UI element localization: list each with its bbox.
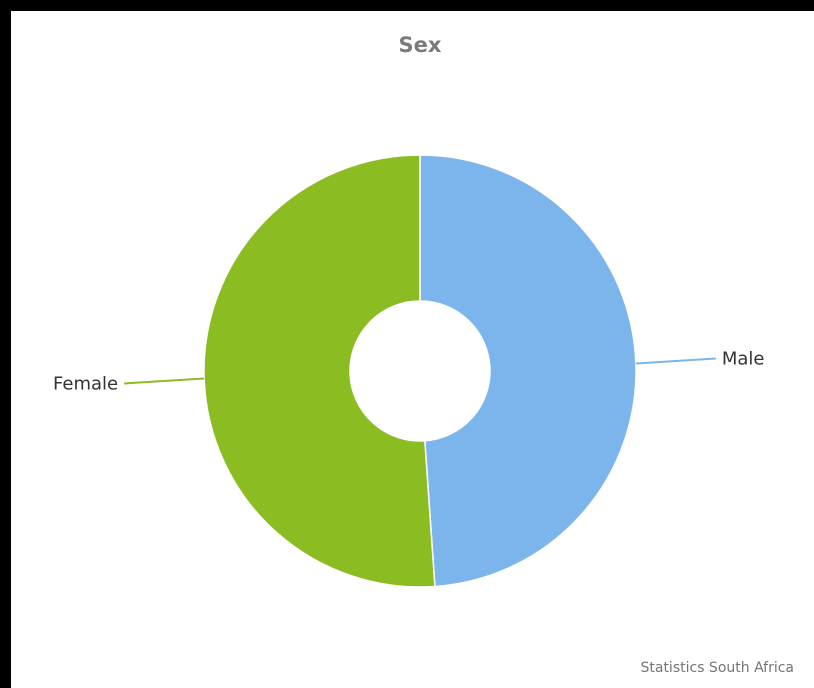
slice-male[interactable] — [419, 154, 637, 588]
slice-female[interactable] — [203, 154, 436, 588]
connector-female — [124, 377, 205, 385]
label-male: Male — [722, 349, 765, 370]
chart-title: Sex — [398, 33, 442, 57]
credit-label[interactable]: Statistics South Africa — [640, 660, 794, 676]
label-female: Female — [53, 373, 118, 394]
connector-male — [635, 357, 716, 365]
